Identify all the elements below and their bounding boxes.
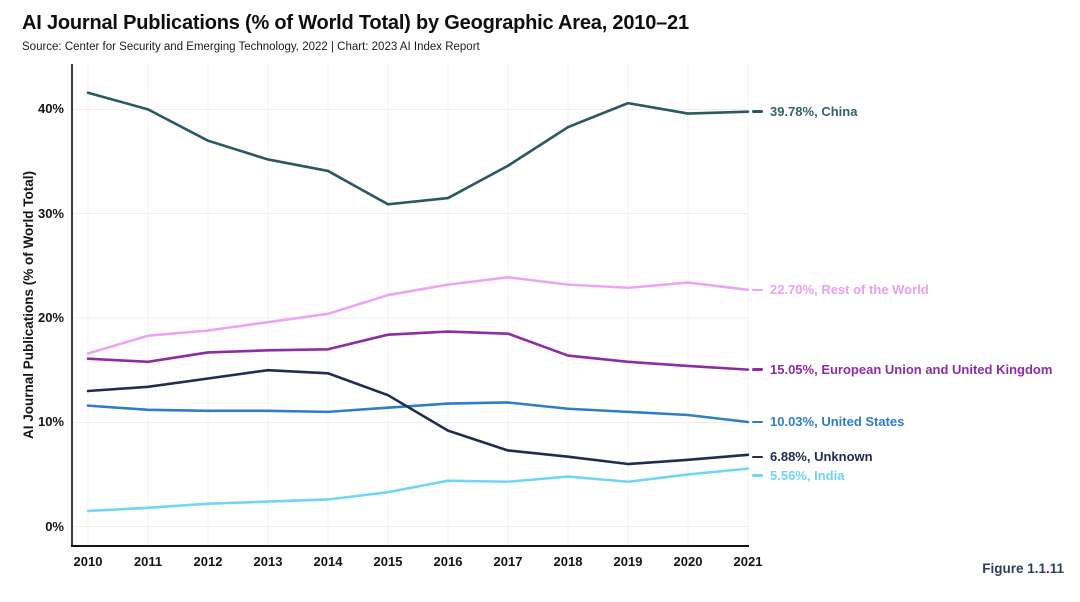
series-line-tick (752, 110, 763, 113)
line-united-states (86, 401, 750, 424)
x-tick-label: 2011 (133, 554, 163, 569)
x-tick-label: 2014 (313, 554, 343, 569)
x-tick-label: 2020 (673, 554, 703, 569)
series-line-tick (752, 455, 763, 459)
x-tick-label: 2015 (373, 554, 403, 569)
chart-source-note: Source: Center for Security and Emerging… (22, 41, 480, 53)
line-rest-of-the-world (86, 276, 750, 355)
line-india (86, 467, 750, 513)
series-label-text: 6.88%, Unknown (770, 449, 873, 465)
line-unknown (86, 368, 750, 466)
chart-title: AI Journal Publications (% of World Tota… (22, 12, 689, 34)
series-line-tick (752, 288, 763, 292)
x-tick-label: 2017 (493, 554, 523, 569)
series-label-text: 5.56%, India (770, 468, 845, 484)
y-tick-label: 30% (37, 205, 64, 221)
series-line-tick (752, 368, 763, 371)
line-china (86, 91, 750, 206)
x-tick-label: 2013 (253, 554, 283, 569)
series-line-tick (752, 474, 763, 477)
series-label-text: 39.78%, China (770, 104, 858, 120)
series-label-india: 5.56%, India (752, 467, 844, 485)
x-tick-label: 2021 (733, 554, 763, 569)
x-tick-label: 2019 (613, 554, 643, 569)
x-tick-label: 2018 (553, 554, 583, 569)
y-tick-label: 0% (45, 518, 64, 534)
y-tick-label: 20% (37, 310, 64, 325)
line-european-union-and-united-kingdom (86, 330, 750, 371)
series-label-rest-of-the-world: 22.70%, Rest of the World (752, 281, 929, 299)
series-label-united-states: 10.03%, United States (752, 413, 904, 431)
figure-caption: Figure 1.1.11 (982, 561, 1064, 576)
series-label-china: 39.78%, China (752, 103, 857, 121)
y-tick-label: 10% (37, 414, 64, 430)
x-tick-label: 2012 (193, 554, 223, 569)
series-label-european-union-and-united-kingdom: 15.05%, European Union and United Kingdo… (752, 361, 1052, 379)
series-label-text: 10.03%, United States (770, 414, 905, 430)
series-label-text: 22.70%, Rest of the World (770, 282, 929, 298)
series-line-tick (752, 420, 763, 424)
x-tick-label: 2010 (73, 554, 103, 569)
series-label-text: 15.05%, European Union and United Kingdo… (770, 362, 1053, 378)
y-tick-label: 40% (37, 101, 64, 117)
x-tick-label: 2016 (433, 554, 463, 569)
series-label-unknown: 6.88%, Unknown (752, 448, 873, 466)
